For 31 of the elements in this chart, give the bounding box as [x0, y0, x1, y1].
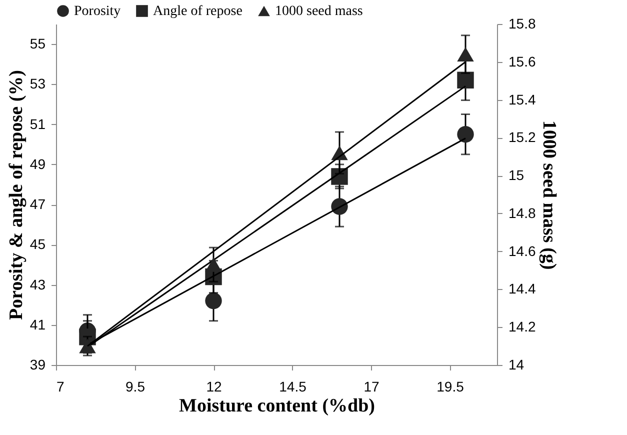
y-axis-title: Porosity & angle of repose (%) — [6, 70, 27, 320]
y2-axis-title: 1000 seed mass (g) — [538, 120, 560, 270]
y-tick-label: 45 — [30, 236, 46, 252]
y2-tick-label: 15.2 — [508, 129, 536, 146]
x-tick-label: 7 — [56, 378, 64, 394]
x-tick-label: 12 — [206, 378, 222, 394]
y2-tick-label: 14.6 — [508, 242, 536, 259]
y-tick-label: 43 — [30, 276, 46, 292]
x-tick-label: 19.5 — [436, 378, 464, 394]
x-tick-label: 14.5 — [279, 378, 307, 394]
y-tick-label: 41 — [30, 316, 46, 332]
y-tick-label: 39 — [30, 356, 46, 372]
y-tick-label: 47 — [30, 196, 46, 212]
y2-tick-label: 14.8 — [508, 204, 536, 221]
y2-tick-label: 14 — [508, 356, 524, 372]
x-tick-label: 17 — [364, 378, 380, 394]
y2-tick-label: 15.8 — [508, 16, 536, 32]
y-tick-label: 55 — [30, 36, 46, 52]
y2-tick-label: 14.2 — [508, 318, 536, 335]
x-axis-title: Moisture content (%db) — [179, 396, 375, 416]
legend-label: Porosity — [74, 4, 121, 19]
y2-tick-label: 15.6 — [508, 53, 536, 70]
legend-label: Angle of repose — [153, 4, 242, 19]
y-tick-label: 53 — [30, 76, 46, 92]
y2-tick-label: 14.4 — [508, 280, 536, 297]
y-tick-label: 51 — [30, 116, 46, 132]
legend-label: 1000 seed mass — [275, 4, 363, 19]
y2-tick-label: 15.4 — [508, 91, 536, 108]
y-tick-label: 49 — [30, 156, 46, 172]
y2-tick-label: 15 — [508, 167, 524, 184]
x-tick-label: 9.5 — [126, 378, 146, 394]
